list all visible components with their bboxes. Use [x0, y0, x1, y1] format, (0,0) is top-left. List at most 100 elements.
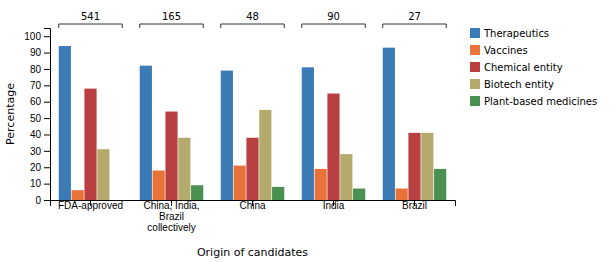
tick-label: India [323, 200, 345, 211]
tick-mark [44, 102, 50, 103]
tick-label: 80 [30, 64, 42, 75]
tick: China, India,Brazilcollectively [143, 200, 199, 233]
tick-label: 60 [30, 96, 42, 107]
bar [59, 46, 71, 200]
tick: India [323, 200, 345, 211]
tick-mark [44, 167, 50, 168]
tick: 90 [30, 47, 50, 58]
bracket [302, 24, 366, 28]
bracket [59, 24, 123, 28]
x-axis-title: Origin of candidates [197, 246, 308, 259]
tick: 100 [24, 31, 50, 42]
bar [353, 189, 365, 200]
legend-label: Vaccines [484, 45, 528, 56]
bar [340, 154, 352, 200]
annotation: 541 [81, 11, 100, 22]
tick-label: FDA-approved [58, 200, 123, 211]
tick-label: 40 [30, 129, 42, 140]
tick-label: Brazil [402, 200, 427, 211]
bar [396, 189, 408, 200]
bar-series [84, 89, 420, 200]
bar [302, 67, 314, 200]
tick-label: 70 [30, 80, 42, 91]
tick: Brazil [402, 200, 427, 211]
tick: 0 [35, 195, 50, 206]
legend-swatch [470, 62, 480, 72]
bar [383, 48, 395, 200]
legend-item: Biotech entity [470, 79, 554, 90]
tick-mark [44, 69, 50, 70]
tick-mark [44, 85, 50, 86]
tick-label: 50 [30, 113, 42, 124]
bracket [221, 24, 285, 28]
bracket [140, 24, 204, 28]
legend-item: Therapeutics [470, 28, 549, 39]
bar [421, 133, 433, 200]
bar [97, 149, 109, 200]
bar [140, 66, 152, 200]
bar [84, 89, 96, 200]
tick: 20 [30, 162, 50, 173]
axis-line [44, 29, 51, 201]
tick-label-line: Brazil [159, 211, 184, 222]
tick-label: China [239, 200, 266, 211]
legend: Therapeutics Vaccines Chemical entity Biote… [470, 28, 597, 107]
tick: China [239, 200, 266, 211]
tick-label: 0 [35, 195, 41, 206]
bar [165, 112, 177, 200]
tick-label: 10 [30, 178, 42, 189]
bar [315, 169, 327, 200]
tick-mark [44, 134, 50, 135]
tick: 10 [30, 178, 50, 189]
tick: 40 [30, 129, 50, 140]
legend-item: Plant-based medicines [470, 96, 597, 107]
plot: 0 10 20 30 40 50 60 70 80 90 100 FDA-approved China,… [4, 11, 597, 259]
legend-swatch [470, 28, 480, 38]
tick-label: 90 [30, 47, 42, 58]
tick: 50 [30, 113, 50, 124]
tick-label-line: India [323, 200, 345, 211]
bar [272, 187, 284, 200]
bar [221, 71, 233, 200]
bar-series [72, 166, 408, 200]
bar [408, 133, 420, 200]
bar [434, 169, 446, 200]
tick-label-line: China, India, [143, 200, 199, 211]
bar-series [59, 46, 395, 200]
chart: 0 10 20 30 40 50 60 70 80 90 100 FDA-approved China,… [0, 0, 615, 262]
annotations: 541 165 48 90 27 [59, 11, 447, 28]
tick-label: 20 [30, 162, 42, 173]
bar [191, 185, 203, 200]
tick-label: China, India,Brazilcollectively [143, 200, 199, 233]
legend-item: Chemical entity [470, 62, 563, 73]
legend-swatch [470, 79, 480, 89]
tick-label-line: collectively [147, 222, 195, 233]
bar-series [97, 110, 433, 200]
x-axis: FDA-approvedChina, India,Brazilcollectiv… [51, 200, 456, 233]
tick-mark [44, 200, 50, 201]
annotation: 27 [408, 11, 421, 22]
legend-label: Biotech entity [484, 79, 554, 90]
bar [246, 138, 258, 200]
legend-item: Vaccines [470, 45, 528, 56]
annotation: 165 [162, 11, 181, 22]
tick-label-line: China [239, 200, 266, 211]
bar [234, 166, 246, 200]
legend-label: Therapeutics [483, 28, 549, 39]
tick-mark [44, 151, 50, 152]
tick-label: 100 [24, 31, 41, 42]
tick-mark [44, 36, 50, 37]
tick-mark [44, 118, 50, 119]
tick-label: 30 [30, 146, 42, 157]
tick-mark [44, 184, 50, 185]
bar [153, 171, 165, 200]
annotation: 48 [246, 11, 259, 22]
legend-label: Plant-based medicines [484, 96, 597, 107]
tick-label-line: Brazil [402, 200, 427, 211]
y-axis-title: Percentage [4, 83, 17, 145]
annotation: 90 [327, 11, 340, 22]
bracket [383, 24, 447, 28]
legend-swatch [470, 45, 480, 55]
bar [72, 190, 84, 200]
tick-mark [44, 53, 50, 54]
